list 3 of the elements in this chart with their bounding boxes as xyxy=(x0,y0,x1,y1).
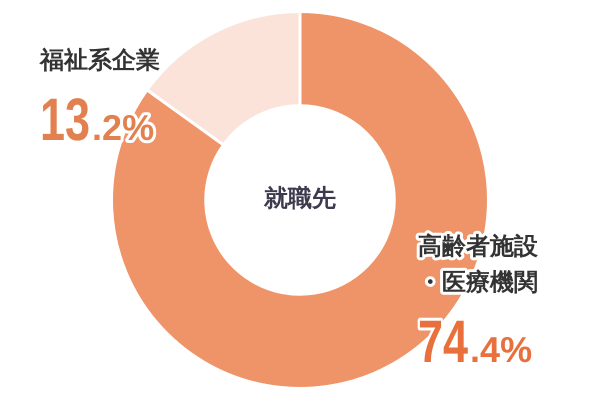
text: 就職先 xyxy=(263,184,336,212)
data-label: 74.4% xyxy=(418,308,532,376)
slice-label: 福祉系企業 xyxy=(39,46,160,74)
